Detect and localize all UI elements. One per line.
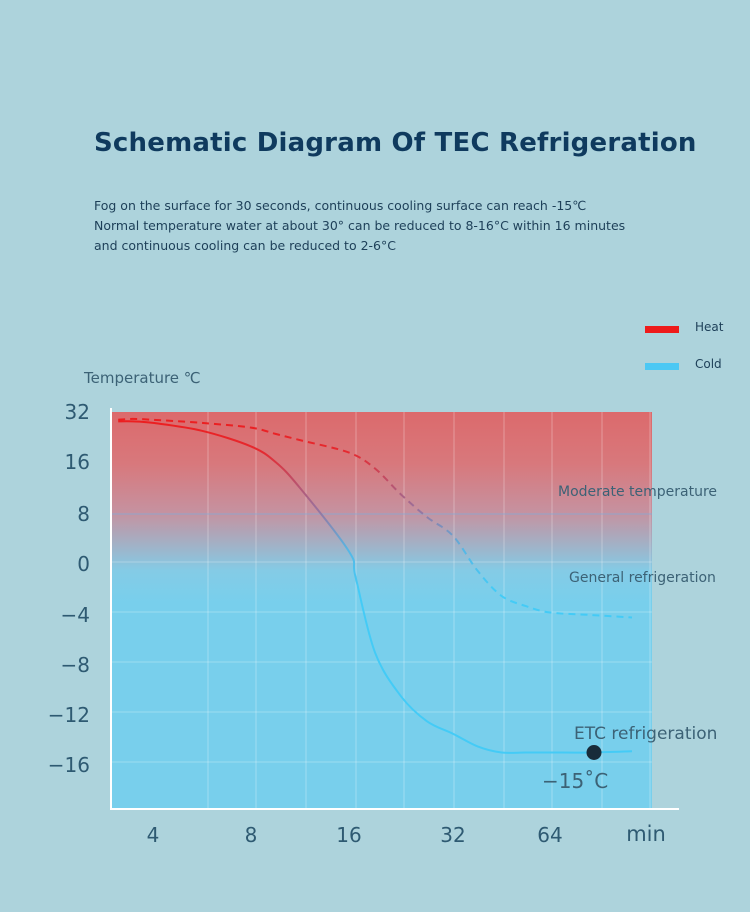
description-line-1: Fog on the surface for 30 seconds, conti… (94, 198, 587, 213)
x-tick-label: 16 (336, 823, 361, 847)
end-point-marker (586, 745, 602, 760)
y-tick-label: −4 (61, 603, 90, 627)
x-axis-label: min (626, 822, 666, 846)
y-tick-label: 16 (65, 450, 90, 474)
series (118, 417, 633, 760)
legend-label-cold: Cold (695, 357, 722, 371)
x-tick-label: 8 (245, 823, 258, 847)
y-tick-label: 0 (77, 552, 90, 576)
y-tick-label: −8 (61, 653, 90, 677)
plot-background (112, 412, 652, 809)
annotation-etc-refrigeration: ETC refrigeration (574, 724, 717, 744)
y-tick-label: 32 (65, 400, 90, 424)
y-tick-label: −16 (48, 753, 90, 777)
series-etc-refrigeration (118, 420, 633, 754)
annotation-end-value: −15˚C (542, 769, 608, 793)
x-tick-label: 64 (537, 823, 562, 847)
page-title: Schematic Diagram Of TEC Refrigeration (94, 128, 697, 158)
annotation-general-refrigeration: General refrigeration (569, 570, 716, 586)
legend-swatch-cold (645, 363, 679, 370)
y-axis-label: Temperature ℃ (83, 369, 201, 387)
axes (110, 408, 679, 810)
legend-swatch-heat (645, 326, 679, 333)
y-tick-label: −12 (48, 703, 90, 727)
legend-label-heat: Heat (695, 320, 724, 334)
tick-labels: 32 16 8 0 −4 −8 −12 −16 4 8 16 32 64 min Temperature ℃ (48, 369, 666, 847)
annotation-moderate-temperature: Moderate temperature (558, 484, 717, 500)
x-tick-label: 32 (440, 823, 465, 847)
annotations: Moderate temperature General refrigeratio… (542, 484, 717, 793)
grid (112, 412, 652, 809)
description: Fog on the surface for 30 seconds, conti… (94, 196, 714, 256)
y-tick-label: 8 (77, 502, 90, 526)
description-line-3: and continuous cooling can be reduced to… (94, 238, 396, 253)
description-line-2: Normal temperature water at about 30° ca… (94, 218, 626, 233)
series-general-refrigeration (118, 417, 633, 619)
x-tick-label: 4 (147, 823, 160, 847)
